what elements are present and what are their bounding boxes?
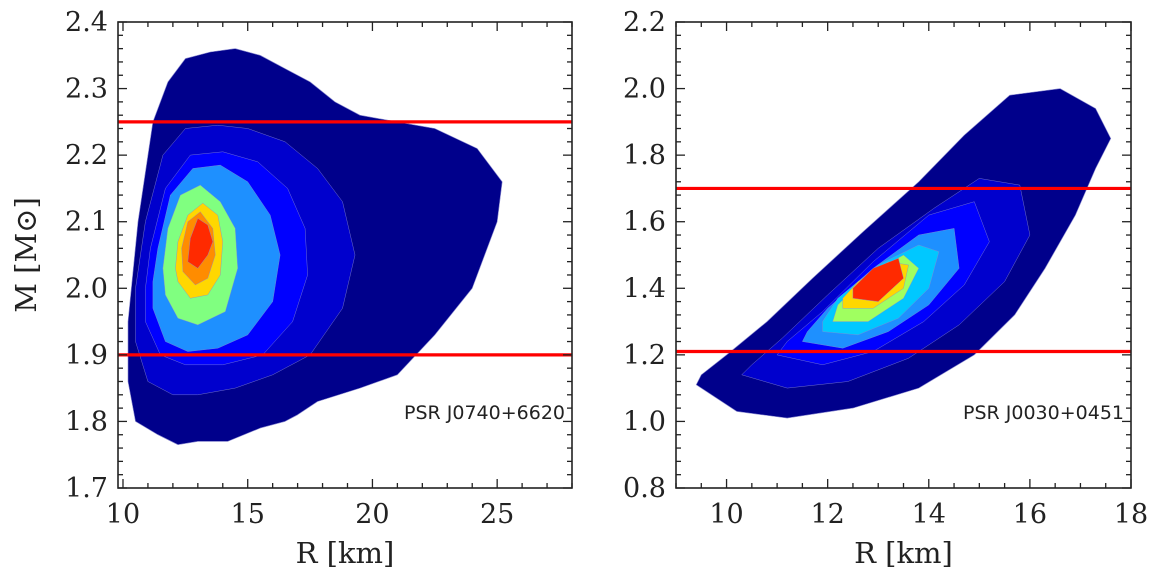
x-tick-label: 10 (709, 499, 743, 530)
contour-level-7 (187, 218, 214, 269)
x-tick-label: 20 (355, 499, 389, 530)
y-tick-label: 1.6 (623, 207, 666, 238)
contour-plot-area (118, 48, 572, 446)
contour-plot-area (676, 88, 1131, 419)
y-tick-label: 1.7 (65, 473, 108, 504)
x-tick-label: 25 (480, 499, 514, 530)
y-tick-label: 2.0 (65, 273, 108, 304)
y-axis-label: M [M⊙] (9, 197, 43, 313)
y-tick-label: 0.8 (623, 473, 666, 504)
y-tick-label: 1.4 (623, 273, 666, 304)
x-tick-label: 10 (106, 499, 140, 530)
x-tick-label: 15 (231, 499, 265, 530)
x-axis-label: R [km] (296, 536, 395, 569)
x-tick-label: 16 (1013, 499, 1047, 530)
x-axis-label: R [km] (854, 536, 953, 569)
y-tick-label: 2.4 (65, 7, 108, 38)
y-tick-label: 2.2 (623, 7, 666, 38)
y-tick-label: 2.3 (65, 74, 108, 105)
y-tick-label: 2.1 (65, 207, 108, 238)
y-tick-label: 2.0 (623, 74, 666, 105)
x-tick-label: 18 (1114, 499, 1148, 530)
x-tick-label: 12 (810, 499, 844, 530)
axes-frame (117, 21, 573, 489)
y-tick-label: 1.8 (623, 140, 666, 171)
pulsar-annotation: PSR J0030+0451 (963, 402, 1124, 424)
y-tick-label: 1.2 (623, 340, 666, 371)
pulsar-annotation: PSR J0740+6620 (404, 402, 565, 424)
y-tick-label: 1.8 (65, 406, 108, 437)
contour-level-7 (852, 258, 904, 302)
right-panel-j0030: 10 12 14 16 18 0.8 1.0 1.2 1.4 1.6 1.8 2.0 2.2 R [km]… (623, 7, 1148, 569)
y-tick-label: 1.0 (623, 406, 666, 437)
x-tick-label: 14 (912, 499, 946, 530)
y-tick-label: 2.2 (65, 140, 108, 171)
left-panel-j0740: 10 15 20 25 1.7 1.8 1.9 2.0 2.1 2.2 2.3 2.4 R [km] M … (9, 7, 573, 569)
y-tick-label: 1.9 (65, 340, 108, 371)
